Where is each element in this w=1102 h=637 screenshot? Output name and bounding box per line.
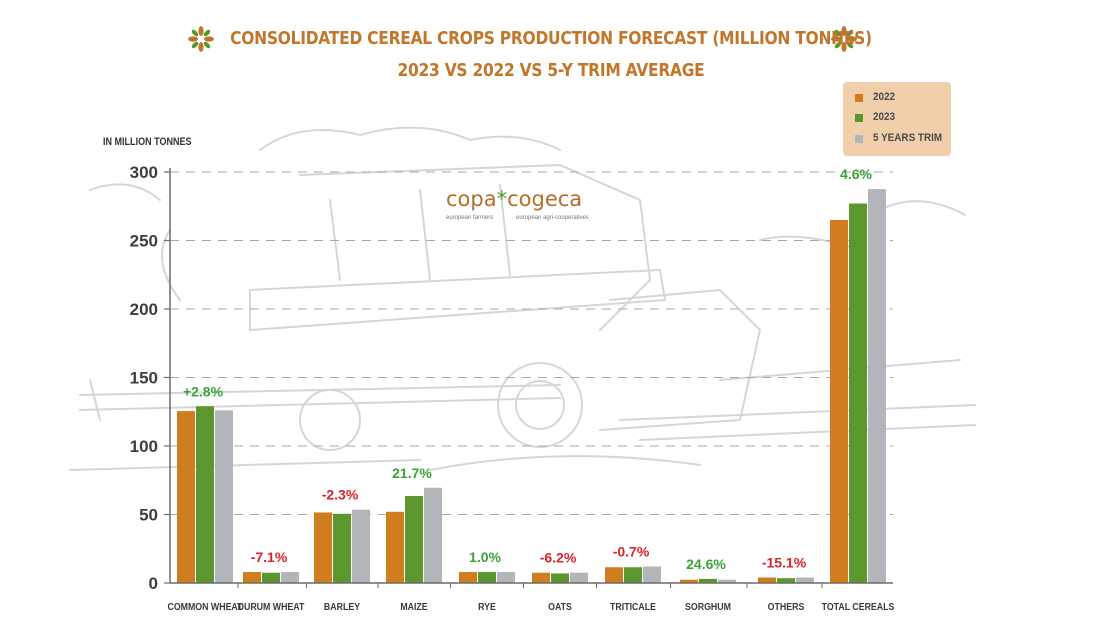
logo-cogeca-text: cogeca bbox=[507, 187, 583, 211]
change-annotation: 21.7% bbox=[392, 465, 432, 481]
change-annotation: 1.0% bbox=[469, 549, 501, 565]
bar-5-years-trim-common-wheat bbox=[215, 410, 233, 583]
logo-asterisk-icon: * bbox=[496, 187, 508, 211]
legend-label-5y: 5 YEARS TRIM bbox=[873, 132, 943, 144]
y-tick-label: 0 bbox=[149, 574, 158, 593]
x-category-label: SORGHUM bbox=[685, 600, 731, 612]
change-annotation: +2.8% bbox=[183, 383, 224, 399]
change-annotation: -15.1% bbox=[762, 555, 807, 571]
bar-2022-maize bbox=[386, 511, 404, 583]
bar-2022-triticale bbox=[605, 567, 623, 583]
y-tick-label: 100 bbox=[130, 437, 158, 456]
bar-5-years-trim-maize bbox=[424, 487, 442, 583]
chart-title: CONSOLIDATED CEREAL CROPS PRODUCTION FOR… bbox=[230, 28, 872, 49]
y-tick-label: 300 bbox=[130, 163, 158, 182]
legend-swatch-2022 bbox=[855, 94, 863, 102]
bar-2023-rye bbox=[478, 572, 496, 583]
legend-label-2023: 2023 bbox=[873, 111, 896, 123]
legend: 2022 2023 5 YEARS TRIM bbox=[843, 82, 951, 156]
bar-5-years-trim-triticale bbox=[643, 566, 661, 583]
x-category-label: MAIZE bbox=[400, 600, 427, 612]
x-category-label: RYE bbox=[478, 600, 496, 612]
chart-subtitle: 2023 VS 2022 VS 5-Y TRIM AVERAGE bbox=[397, 60, 705, 81]
flower-icon-left bbox=[188, 26, 214, 52]
bar-2023-common-wheat bbox=[196, 406, 214, 583]
change-annotation: -6.2% bbox=[540, 550, 577, 566]
bar-2023-maize bbox=[405, 496, 423, 583]
x-category-label: DURUM WHEAT bbox=[238, 600, 305, 612]
bar-2023-total-cereals bbox=[849, 203, 867, 583]
bar-2023-sorghum bbox=[699, 578, 717, 583]
copa-cogeca-logo: copa*cogeca european farmers european ag… bbox=[446, 187, 596, 227]
legend-swatch-2023 bbox=[855, 114, 863, 122]
x-category-label: TRITICALE bbox=[610, 600, 656, 612]
y-tick-label: 200 bbox=[130, 300, 158, 319]
bar-5-years-trim-durum-wheat bbox=[281, 572, 299, 583]
bar-2023-barley bbox=[333, 513, 351, 583]
bar-5-years-trim-total-cereals bbox=[868, 189, 886, 583]
bar-5-years-trim-barley bbox=[352, 509, 370, 583]
flower-icon-right bbox=[831, 26, 857, 52]
bar-2023-oats bbox=[551, 573, 569, 583]
bar-2023-durum-wheat bbox=[262, 572, 280, 583]
logo-cogeca-subtitle: european agri-cooperatives bbox=[516, 215, 590, 221]
logo-copa-subtitle: european farmers bbox=[446, 215, 494, 221]
bar-2022-durum-wheat bbox=[243, 572, 261, 583]
x-category-label: OATS bbox=[548, 600, 572, 612]
change-annotation: 4.6% bbox=[840, 166, 872, 182]
legend-label-2022: 2022 bbox=[873, 91, 896, 103]
bar-2022-total-cereals bbox=[830, 219, 848, 583]
change-annotation: -0.7% bbox=[613, 544, 650, 560]
x-category-label: COMMON WHEAT bbox=[167, 600, 242, 612]
x-category-label: TOTAL CEREALS bbox=[822, 600, 895, 612]
x-category-label: BARLEY bbox=[324, 600, 361, 612]
legend-swatch-5y bbox=[855, 135, 863, 143]
bar-2023-triticale bbox=[624, 567, 642, 583]
change-annotation: -7.1% bbox=[251, 549, 288, 565]
change-annotation: 24.6% bbox=[686, 556, 726, 572]
bar-2022-others bbox=[758, 577, 776, 583]
bar-5-years-trim-oats bbox=[570, 572, 588, 583]
bar-2022-common-wheat bbox=[177, 411, 195, 583]
bar-2022-oats bbox=[532, 572, 550, 583]
bar-5-years-trim-others bbox=[796, 577, 814, 583]
y-axis-label: IN MILLION TONNES bbox=[103, 136, 192, 148]
bar-2023-others bbox=[777, 578, 795, 583]
y-tick-label: 250 bbox=[130, 232, 158, 251]
y-tick-label: 50 bbox=[139, 506, 158, 525]
bar-2022-rye bbox=[459, 572, 477, 583]
y-tick-label: 150 bbox=[130, 369, 158, 388]
x-category-label: OTHERS bbox=[768, 600, 805, 612]
bar-5-years-trim-sorghum bbox=[718, 579, 736, 583]
bar-5-years-trim-rye bbox=[497, 572, 515, 583]
change-annotation: -2.3% bbox=[322, 487, 359, 503]
bar-2022-sorghum bbox=[680, 579, 698, 583]
bar-2022-barley bbox=[314, 512, 332, 583]
logo-copa-text: copa bbox=[446, 187, 497, 211]
